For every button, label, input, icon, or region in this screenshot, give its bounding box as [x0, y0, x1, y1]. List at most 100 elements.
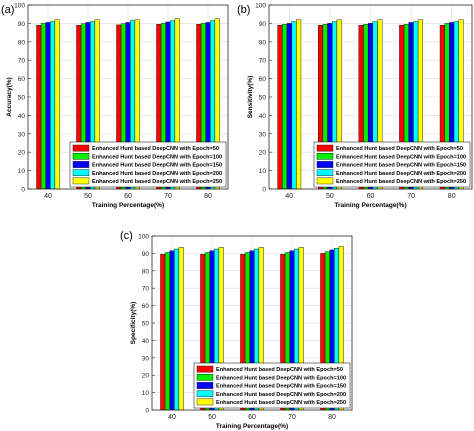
legend-swatch: [72, 161, 90, 168]
y-tick-label: 20: [142, 373, 150, 380]
y-tick-label: 80: [259, 39, 267, 46]
legend-swatch: [196, 398, 214, 406]
y-tick-label: 90: [18, 21, 26, 28]
y-tick-label: 80: [18, 39, 26, 46]
legend-entry: Enhanced Hunt based DeepCNN with Epoch=2…: [216, 392, 346, 398]
legend-entry: Enhanced Hunt based DeepCNN with Epoch=2…: [92, 179, 222, 185]
legend-entry: Enhanced Hunt based DeepCNN with Epoch=2…: [336, 179, 466, 185]
y-tick-label: 70: [18, 58, 26, 65]
y-tick-label: 90: [142, 251, 150, 258]
bar: [36, 25, 42, 190]
legend-entry: Enhanced Hunt based DeepCNN with Epoch=1…: [336, 154, 466, 160]
y-tick-label: 50: [18, 95, 26, 102]
x-tick-label: 60: [124, 193, 132, 200]
legend-entry: Enhanced Hunt based DeepCNN with Epoch=2…: [92, 171, 222, 177]
legend-swatch: [196, 382, 214, 389]
x-axis-label: Training Percentage(%): [334, 202, 406, 209]
y-tick-label: 70: [142, 286, 150, 293]
bar: [286, 23, 292, 190]
legend-swatch: [196, 390, 214, 398]
y-tick-label: 30: [18, 131, 26, 138]
x-tick-label: 40: [168, 414, 176, 421]
y-tick-label: 90: [259, 21, 267, 28]
legend-entry: Enhanced Hunt based DeepCNN with Epoch=5…: [216, 367, 343, 373]
y-tick-label: 10: [18, 168, 26, 175]
legend-entry: Enhanced Hunt based DeepCNN with Epoch=2…: [216, 400, 346, 406]
legend-box: [313, 141, 471, 188]
y-tick-label: 20: [259, 150, 267, 157]
y-tick-label: 40: [18, 113, 26, 120]
y-tick-label: 50: [259, 95, 267, 102]
legend-entry: Enhanced Hunt based DeepCNN with Epoch=1…: [216, 375, 346, 381]
y-tick-label: 80: [142, 268, 150, 275]
y-tick-label: 40: [142, 338, 150, 345]
axes-frame: [27, 4, 229, 190]
y-axis-label: Specificity(%): [130, 302, 137, 345]
bar: [169, 250, 175, 411]
axes-frame: [151, 235, 353, 411]
legend-swatch: [196, 374, 214, 381]
bar: [174, 248, 180, 411]
legend-swatch: [72, 152, 90, 160]
y-tick-label: 60: [18, 76, 26, 83]
y-tick-label: 50: [142, 321, 150, 328]
panel-label: (c): [120, 230, 133, 242]
bar: [40, 23, 46, 190]
legend-swatch: [316, 161, 334, 168]
y-tick-label: 70: [259, 58, 267, 65]
y-tick-label: 100: [138, 234, 149, 241]
x-axis-label: Training Percentage(%): [92, 202, 164, 209]
x-tick-label: 40: [285, 193, 293, 200]
legend-entry: Enhanced Hunt based DeepCNN with Epoch=2…: [336, 171, 466, 177]
bar: [45, 22, 51, 190]
legend-swatch: [72, 169, 90, 177]
x-tick-label: 70: [164, 193, 172, 200]
y-tick-label: 10: [259, 168, 267, 175]
legend-swatch: [316, 177, 334, 185]
bar: [160, 254, 166, 411]
y-tick-label: 100: [14, 3, 25, 10]
legend-entry: Enhanced Hunt based DeepCNN with Epoch=1…: [336, 163, 466, 169]
bar: [282, 24, 288, 190]
legend-box: [193, 362, 351, 409]
y-tick-label: 100: [255, 3, 266, 10]
bar: [296, 19, 302, 190]
panel-a: (a) 0 10 20 30 40 50 60 70 80 90 100 40 50 60 70 80 Train…: [1, 3, 229, 209]
legend: Enhanced Hunt based DeepCNN with Epoch=5…: [313, 141, 471, 188]
y-tick-label: 10: [142, 390, 150, 397]
bar: [164, 252, 170, 411]
legend-entry: Enhanced Hunt based DeepCNN with Epoch=5…: [92, 146, 219, 152]
bar: [277, 25, 283, 190]
panel-label: (b): [237, 4, 250, 16]
x-tick-label: 40: [44, 193, 52, 200]
x-tick-label: 80: [204, 193, 212, 200]
legend-swatch: [316, 144, 334, 152]
x-tick-label: 80: [448, 193, 456, 200]
x-tick-label: 70: [407, 193, 415, 200]
bar: [54, 19, 60, 190]
y-axis-label: Sensitivity(%): [247, 76, 254, 119]
legend-swatch: [72, 144, 90, 152]
legend-entry: Enhanced Hunt based DeepCNN with Epoch=1…: [216, 384, 346, 390]
y-tick-label: 60: [259, 76, 267, 83]
x-tick-label: 50: [208, 414, 216, 421]
legend-swatch: [316, 169, 334, 177]
x-tick-label: 50: [326, 193, 334, 200]
bar: [178, 247, 184, 411]
legend-swatch: [196, 365, 214, 373]
bar: [50, 21, 56, 190]
x-tick-label: 80: [328, 414, 336, 421]
y-tick-label: 20: [18, 150, 26, 157]
legend: Enhanced Hunt based DeepCNN with Epoch=5…: [193, 362, 351, 409]
y-tick-label: 60: [142, 303, 150, 310]
legend-swatch: [316, 152, 334, 160]
x-tick-label: 60: [248, 414, 256, 421]
x-tick-label: 60: [367, 193, 375, 200]
legend-entry: Enhanced Hunt based DeepCNN with Epoch=5…: [336, 146, 463, 152]
y-tick-label: 30: [142, 355, 150, 362]
panel-c: (c) 0 10 20 30 40 50 60 70 80 90 100 40 50 60 70 80 Train…: [120, 230, 353, 430]
legend-entry: Enhanced Hunt based DeepCNN with Epoch=1…: [92, 154, 222, 160]
y-tick-label: 30: [259, 131, 267, 138]
legend-box: [69, 141, 227, 188]
